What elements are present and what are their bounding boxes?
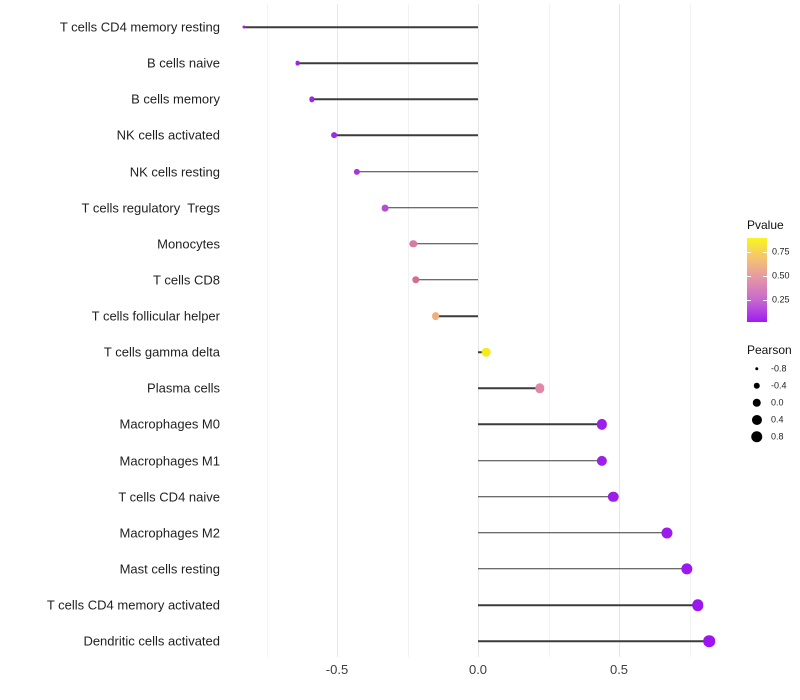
lollipop-segment <box>334 134 478 137</box>
y-axis-label: Macrophages M1 <box>119 453 220 469</box>
legend-pearson-title: Pearson <box>747 343 792 357</box>
pvalue-tick-label: 0.50 <box>772 270 790 281</box>
y-axis-label: NK cells activated <box>116 127 220 143</box>
y-axis-label: B cells naive <box>147 55 220 71</box>
lollipop-point <box>608 491 619 502</box>
colorbar-tick <box>763 299 767 301</box>
y-axis-label: T cells follicular helper <box>91 308 220 324</box>
lollipop-point <box>703 635 716 647</box>
gridline-minor <box>266 4 268 657</box>
lollipop-segment <box>478 640 710 642</box>
lollipop-point <box>535 383 545 393</box>
y-axis-label: T cells CD4 memory activated <box>46 597 220 613</box>
y-axis-label: T cells CD4 memory resting <box>59 19 220 35</box>
gridline-major <box>478 4 479 657</box>
lollipop-segment <box>311 98 478 100</box>
lollipop-point <box>431 312 440 320</box>
lollipop-point <box>381 204 389 212</box>
lollipop-point <box>308 96 315 102</box>
gridline-minor <box>548 4 550 657</box>
pearson-legend-dot <box>751 431 763 443</box>
pearson-legend-dot <box>755 367 759 371</box>
pvalue-tick-label: 0.75 <box>772 246 790 257</box>
colorbar-tick <box>747 299 751 301</box>
y-axis-label: T cells CD8 <box>153 272 220 288</box>
pearson-legend-label: -0.8 <box>771 363 787 374</box>
lollipop-point <box>661 527 673 539</box>
lollipop-segment <box>478 604 698 606</box>
gridline-major <box>337 4 338 657</box>
lollipop-point <box>412 276 420 284</box>
gridline-major <box>619 4 620 657</box>
lollipop-segment <box>415 279 478 281</box>
y-axis-label: Monocytes <box>157 236 220 252</box>
lollipop-point <box>692 599 704 611</box>
lollipop-segment <box>413 243 478 245</box>
lollipop-point <box>596 419 608 430</box>
pearson-legend-dot <box>753 382 761 390</box>
y-axis-label: T cells gamma delta <box>103 344 220 360</box>
lollipop-point <box>331 132 338 139</box>
pearson-legend-dot <box>752 398 762 408</box>
lollipop-point <box>295 60 300 66</box>
lollipop-segment <box>297 62 478 64</box>
lollipop-segment <box>478 423 603 426</box>
pearson-legend-label: 0.8 <box>771 431 784 442</box>
colorbar-tick <box>763 252 767 254</box>
pvalue-colorbar <box>747 238 767 322</box>
lollipop-segment <box>478 459 603 462</box>
y-axis-label: Mast cells resting <box>119 561 220 577</box>
y-axis-label: Macrophages M2 <box>119 525 220 541</box>
y-axis-label: B cells memory <box>131 91 220 107</box>
x-axis-tick-label: 0.0 <box>468 662 488 677</box>
lollipop-point <box>681 563 693 575</box>
lollipop-segment <box>356 170 478 173</box>
pvalue-tick-label: 0.25 <box>772 294 790 305</box>
colorbar-tick <box>747 252 751 254</box>
lollipop-segment <box>478 387 541 390</box>
pearson-legend-label: 0.0 <box>771 397 784 408</box>
legend-pvalue-title: Pvalue <box>747 218 784 232</box>
y-axis-label: Dendritic cells activated <box>83 633 220 649</box>
x-axis-tick-label: 0.5 <box>609 662 629 677</box>
y-axis-label: Plasma cells <box>147 380 220 396</box>
x-axis-tick-label: -0.5 <box>325 662 349 677</box>
lollipop-segment <box>243 26 478 28</box>
lollipop-point <box>482 347 491 357</box>
gridline-minor <box>407 4 409 657</box>
colorbar-tick <box>763 275 767 277</box>
lollipop-segment <box>435 315 478 317</box>
y-axis-label: T cells regulatory Tregs <box>81 200 220 216</box>
colorbar-tick <box>747 275 751 277</box>
gridline-minor <box>689 4 691 657</box>
lollipop-point <box>353 168 360 175</box>
pearson-legend-label: 0.4 <box>771 414 784 425</box>
lollipop-point <box>409 240 417 248</box>
pearson-legend-label: -0.4 <box>771 380 787 391</box>
y-axis-label: Macrophages M0 <box>119 416 220 432</box>
lollipop-segment <box>384 206 478 209</box>
lollipop-point <box>596 455 608 466</box>
lollipop-segment <box>478 495 614 498</box>
lollipop-segment <box>478 532 667 534</box>
y-axis-label: T cells CD4 naive <box>118 489 220 505</box>
lollipop-point <box>242 25 246 29</box>
y-axis-label: NK cells resting <box>129 164 220 180</box>
pearson-legend-dot <box>751 414 763 426</box>
lollipop-segment <box>478 568 687 570</box>
